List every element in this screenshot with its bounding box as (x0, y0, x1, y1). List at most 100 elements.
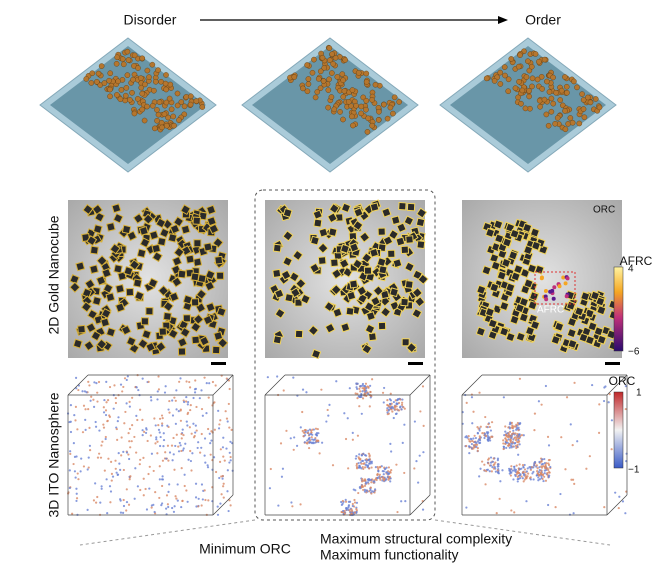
particle (357, 383, 359, 385)
particle (115, 468, 117, 470)
nanocube (138, 75, 143, 80)
particle (489, 439, 491, 441)
particle (73, 414, 75, 416)
particle (311, 436, 313, 438)
particle (328, 404, 330, 406)
particle (527, 467, 529, 469)
nanocube (369, 97, 374, 102)
particle (194, 431, 196, 433)
particle (158, 429, 160, 431)
nanocube (388, 250, 395, 257)
particle (360, 463, 362, 465)
particle (364, 391, 366, 393)
particle (515, 447, 517, 449)
particle (107, 399, 109, 401)
particle (225, 447, 227, 449)
particle (69, 487, 71, 489)
particle (401, 408, 403, 410)
particle (510, 465, 512, 467)
particle (147, 440, 149, 442)
nanocube (581, 106, 586, 111)
particle (502, 442, 504, 444)
particle (95, 502, 97, 504)
particle (544, 466, 546, 468)
particle (219, 503, 221, 505)
particle (75, 488, 77, 490)
nanocube (140, 56, 145, 61)
nanocube (168, 82, 173, 87)
particle (394, 405, 396, 407)
particle (69, 469, 71, 471)
nanocube (390, 111, 395, 116)
nanocube (319, 228, 328, 237)
particle (87, 408, 89, 410)
particle (124, 411, 126, 413)
nanocube (370, 123, 375, 128)
particle (501, 469, 503, 471)
particle (471, 422, 473, 424)
particle (502, 439, 504, 441)
particle (510, 437, 512, 439)
particle (517, 454, 519, 456)
particle (198, 498, 200, 500)
particle (151, 506, 153, 508)
particle (121, 436, 123, 438)
particle (547, 462, 549, 464)
particle (156, 441, 158, 443)
particle (120, 454, 122, 456)
particle (468, 452, 470, 454)
nanocube (107, 94, 112, 99)
nanocube (99, 64, 104, 69)
particle (108, 414, 110, 416)
particle (379, 479, 381, 481)
particle (180, 506, 182, 508)
nanocube (106, 328, 115, 337)
afrc-point (566, 276, 570, 280)
particle (93, 499, 95, 501)
particle (549, 472, 551, 474)
particle (228, 426, 230, 428)
particle (393, 401, 395, 403)
nanocube (142, 118, 147, 123)
particle (126, 501, 128, 503)
particle (129, 446, 131, 448)
particle (391, 410, 393, 412)
particle (493, 464, 495, 466)
particle (296, 445, 298, 447)
particle (573, 483, 575, 485)
particle (376, 474, 378, 476)
particle (547, 436, 549, 438)
particle (549, 459, 551, 461)
nanocube (574, 85, 579, 90)
particle (352, 505, 354, 507)
particle (189, 426, 191, 428)
particle (189, 409, 191, 411)
particle (497, 469, 499, 471)
nanocube (150, 62, 155, 67)
particle (98, 381, 100, 383)
particle (218, 423, 220, 425)
particle (105, 414, 107, 416)
nanocube (516, 79, 521, 84)
particle (511, 422, 513, 424)
particle (368, 462, 370, 464)
particle (396, 403, 398, 405)
particle (134, 498, 136, 500)
particle (128, 504, 130, 506)
particle (503, 446, 505, 448)
nanocube (559, 88, 564, 93)
particle (290, 437, 292, 439)
nanocube (150, 231, 159, 240)
particle (490, 456, 492, 458)
particle (96, 496, 98, 498)
particle (355, 508, 357, 510)
footer-left: Minimum ORC (199, 541, 291, 557)
particle (363, 385, 365, 387)
nanocube (135, 65, 140, 70)
particle (72, 463, 74, 465)
particle (87, 468, 89, 470)
particle (383, 473, 385, 475)
particle (419, 410, 421, 412)
particle (178, 410, 180, 412)
particle (136, 419, 138, 421)
